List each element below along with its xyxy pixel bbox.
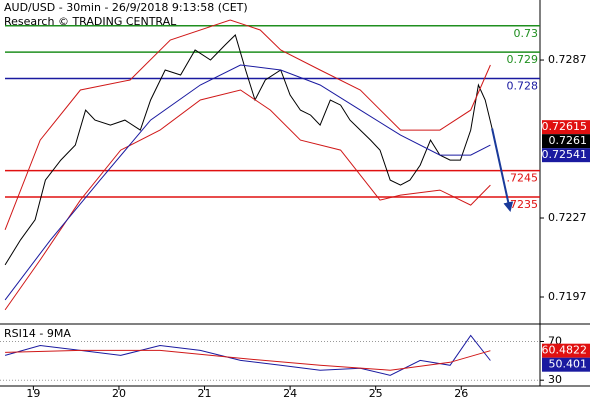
- price-box: [542, 343, 590, 358]
- x-tick-label: 19: [26, 387, 40, 400]
- series-line: [5, 349, 491, 371]
- price-box-label: 0.7261: [549, 134, 588, 147]
- y-tick-label: 0.7227: [548, 211, 587, 224]
- series-line: [4, 64, 491, 301]
- x-tick-label: 25: [369, 387, 383, 400]
- level-label: .7235: [507, 198, 539, 211]
- x-tick-label: 20: [112, 387, 126, 400]
- price-box-label: 60.4822: [542, 344, 588, 357]
- price-box: [542, 148, 590, 163]
- price-box-label: 50.401: [549, 358, 588, 371]
- level-label: 0.73: [514, 27, 539, 40]
- y-tick-label: 30: [548, 373, 562, 386]
- price-box: [542, 357, 590, 372]
- price-box: [542, 120, 590, 135]
- series-line: [4, 34, 493, 266]
- y-tick-label: 0.7287: [548, 53, 587, 66]
- price-box-label: 0.72541: [542, 148, 588, 161]
- level-label: 0.729: [507, 53, 539, 66]
- level-label: 0.728: [507, 79, 539, 92]
- x-tick-label: 24: [283, 387, 297, 400]
- price-box-label: 0.72615: [542, 120, 588, 133]
- series-line: [4, 89, 491, 311]
- projection-arrow: [491, 128, 514, 213]
- level-label: .7245: [507, 172, 539, 185]
- x-tick-label: 26: [454, 387, 468, 400]
- chart-subtitle: Research © TRADING CENTRAL: [4, 15, 177, 28]
- panel-title: RSI14 - 9MA: [4, 327, 71, 340]
- x-tick-label: 21: [198, 387, 212, 400]
- y-tick-label: 0.7197: [548, 290, 587, 303]
- series-line: [4, 19, 491, 230]
- price-box: [542, 134, 590, 149]
- chart-title: AUD/USD - 30min - 26/9/2018 9:13:58 (CET…: [4, 1, 248, 14]
